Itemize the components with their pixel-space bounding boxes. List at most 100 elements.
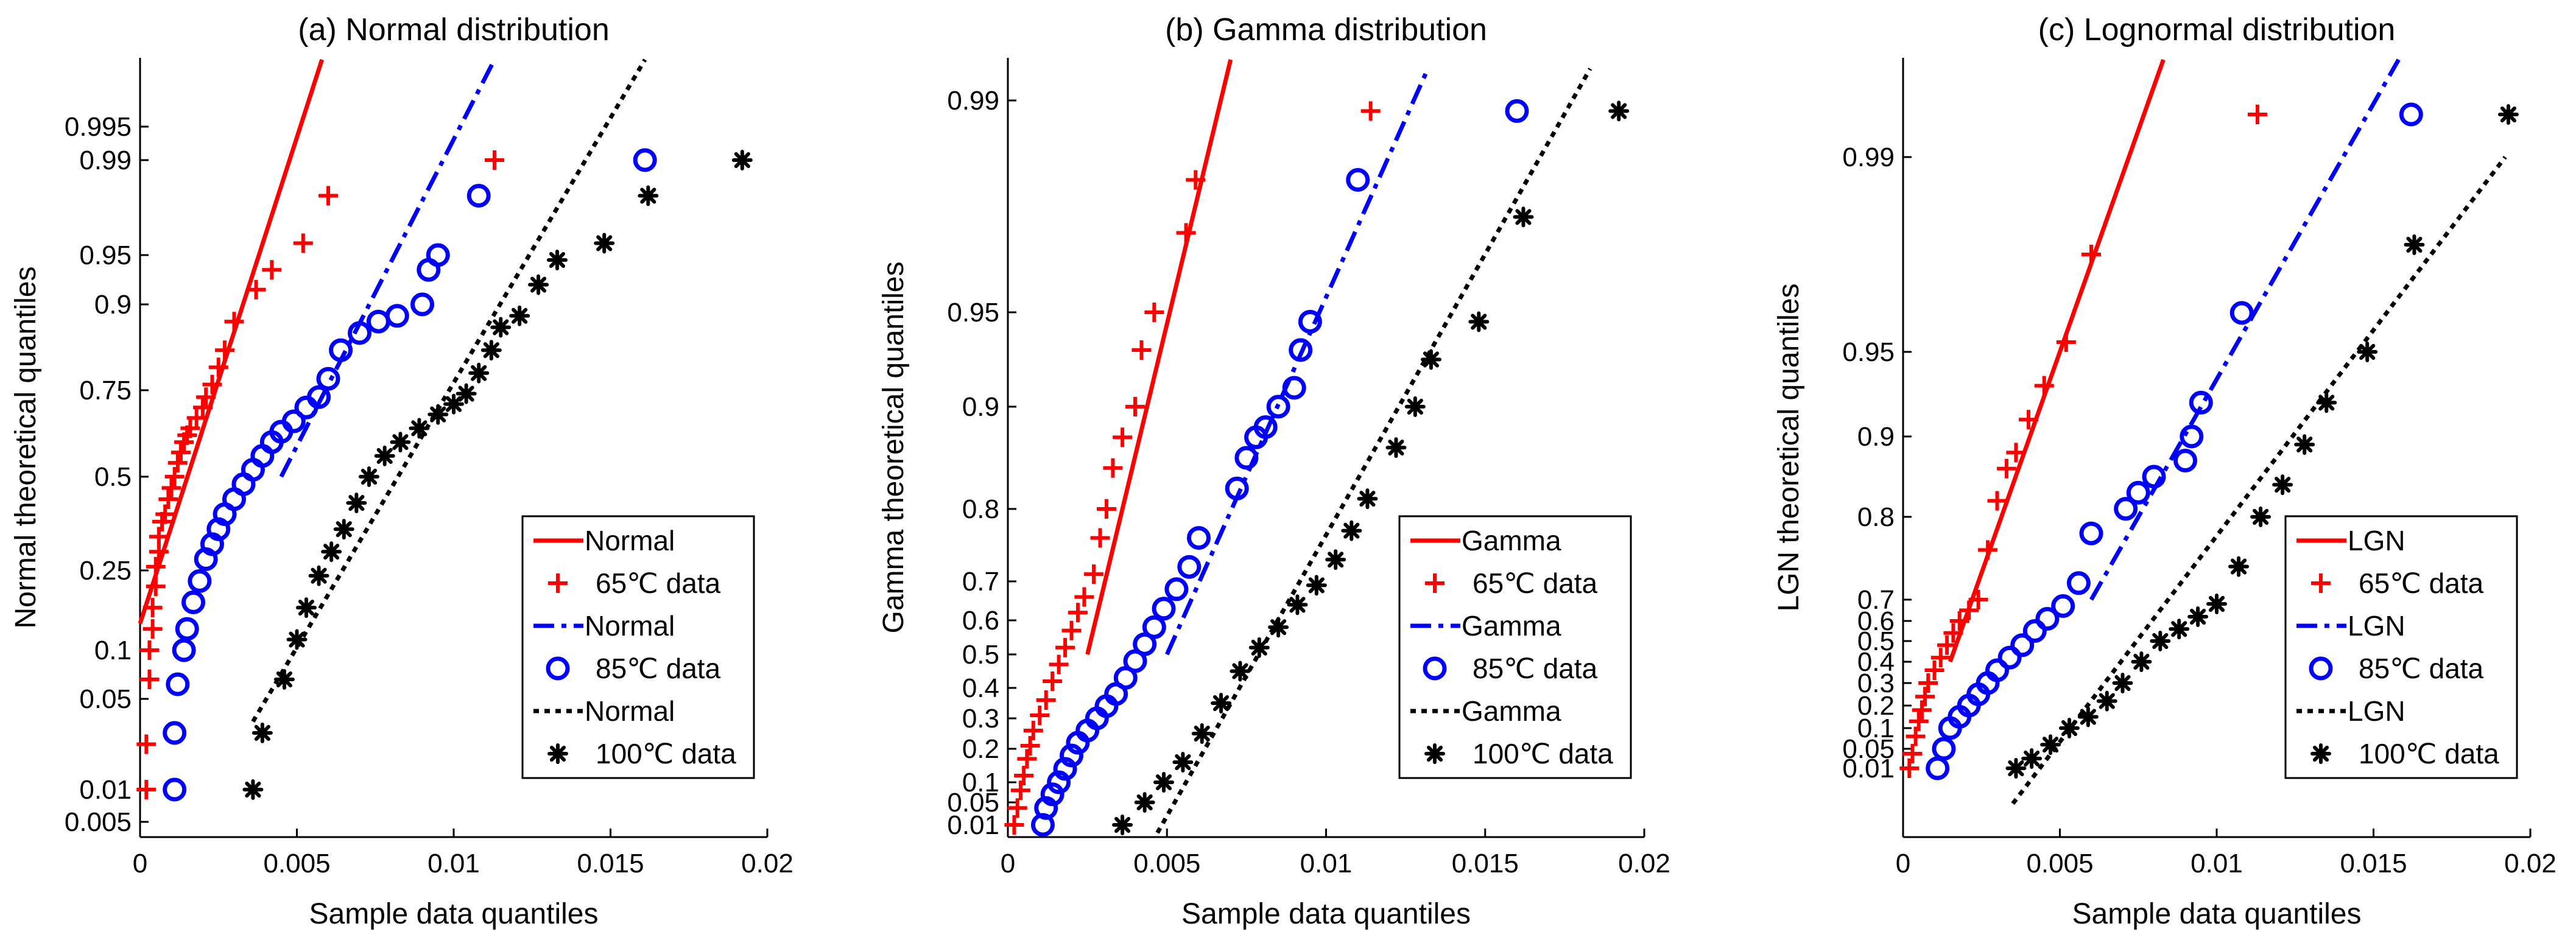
data-point-plus	[1902, 744, 1923, 763]
data-point-plus	[136, 734, 157, 754]
legend-marker-swatch-core	[554, 750, 561, 757]
data-point-circle	[172, 638, 196, 662]
data-point-plus	[1912, 700, 1932, 720]
legend-label: LGN	[2348, 525, 2405, 556]
x-axis-label: Sample data quantiles	[1181, 898, 1471, 930]
y-tick-label: 0.95	[947, 298, 999, 328]
data-point-circle	[633, 148, 657, 172]
data-point-asterisk-core	[365, 473, 373, 480]
data-point-plus	[1915, 687, 1935, 707]
data-point-plus	[224, 312, 244, 332]
y-tick-label: 0.7	[1857, 585, 1895, 615]
data-point-plus	[484, 150, 504, 170]
data-point-asterisk-core	[280, 676, 288, 683]
legend-label: 100℃ data	[1473, 738, 1613, 769]
y-tick-label: 0.8	[1857, 502, 1895, 532]
series-4-data-points	[163, 148, 657, 802]
y-tick-label: 0.01	[79, 775, 132, 805]
y-tick-label: 0.05	[79, 684, 132, 714]
y-tick-label: 0.05	[947, 788, 999, 818]
data-point-circle	[1932, 737, 1956, 761]
legend-item: Normal	[533, 695, 675, 727]
fit-line	[2089, 58, 2401, 601]
data-point-asterisk-core	[1332, 556, 1340, 564]
data-point-plus	[2006, 443, 2026, 463]
fit-line	[1165, 68, 1430, 656]
y-tick-label: 0.6	[1857, 606, 1895, 636]
data-point-plus	[161, 478, 181, 498]
y-tick-label: 0.99	[1842, 142, 1895, 172]
data-point-asterisk-core	[2363, 348, 2371, 356]
chart-title: (a) Normal distribution	[298, 12, 610, 47]
legend-item: 85℃ data	[546, 653, 721, 684]
chart-panel-2: 0 0.005 0.01 0.015 0.020.010.050.10.20.30.40…	[878, 12, 1670, 930]
y-tick-label: 0.5	[94, 462, 132, 492]
data-point-circle	[307, 385, 331, 409]
data-point-asterisk-core	[738, 156, 746, 164]
x-tick-label: 0	[133, 849, 147, 878]
data-point-circle	[1187, 526, 1211, 550]
data-point-asterisk-core	[1364, 495, 1371, 503]
y-tick-label: 0.9	[94, 290, 132, 320]
data-point-circle	[163, 721, 187, 745]
legend-box	[1398, 515, 1632, 779]
fit-line	[279, 58, 497, 478]
x-tick-label: 0.005	[2026, 849, 2093, 878]
data-point-plus	[1176, 223, 1196, 243]
legend-label: 85℃ data	[2359, 653, 2484, 684]
data-point-plus	[171, 443, 191, 463]
legend-item: 65℃ data	[2311, 567, 2484, 599]
data-point-plus	[202, 374, 222, 394]
data-point-plus	[149, 527, 169, 547]
data-point-plus	[186, 408, 206, 428]
data-point-plus	[1007, 798, 1027, 818]
data-point-plus	[1074, 587, 1094, 607]
data-point-plus	[146, 577, 166, 597]
x-tick-label: 0.01	[2191, 849, 2243, 878]
data-point-asterisk-core	[2301, 441, 2309, 449]
chart-title: (b) Gamma distribution	[1165, 12, 1487, 47]
fit-line	[1085, 59, 1233, 655]
y-tick-label: 0.8	[962, 494, 999, 524]
data-point-plus	[1909, 711, 1929, 731]
data-point-plus	[193, 398, 213, 418]
data-point-asterisk-core	[2323, 399, 2331, 407]
data-point-circle	[1282, 376, 1306, 400]
x-tick-label: 0	[1896, 849, 1910, 878]
data-point-circle	[1040, 782, 1065, 807]
data-point-asterisk-core	[2156, 637, 2164, 645]
x-tick-label: 0.01	[428, 849, 480, 878]
data-point-asterisk-core	[1519, 213, 1527, 221]
series-3-fit-line	[279, 58, 497, 478]
data-point-circle	[2035, 607, 2060, 631]
legend: Gamma 65℃ data Gamma 85℃ data Gamma 100℃ data	[1398, 515, 1632, 779]
data-point-circle	[166, 672, 190, 696]
y-tick-label: 0.01	[947, 810, 999, 840]
series-6-data-points	[1112, 100, 1630, 835]
data-point-plus	[1004, 815, 1024, 835]
y-tick-label: 0.2	[962, 734, 999, 764]
legend-item: 65℃ data	[548, 567, 721, 599]
y-tick-label: 0.99	[947, 86, 999, 116]
data-point-asterisk-core	[1217, 699, 1225, 707]
data-point-circle	[329, 338, 353, 362]
data-point-plus	[2056, 332, 2076, 352]
data-point-circle	[175, 617, 199, 641]
data-point-circle	[1164, 577, 1189, 601]
data-point-asterisk-core	[1179, 759, 1187, 766]
legend-label: LGN	[2348, 695, 2405, 727]
legend-marker-swatch-core	[1431, 750, 1438, 757]
data-point-asterisk-core	[2138, 658, 2145, 665]
series-5-fit-line	[1155, 68, 1592, 834]
data-point-plus	[155, 504, 175, 524]
data-point-circle	[385, 304, 409, 328]
data-point-circle	[1177, 555, 1202, 579]
data-point-plus	[1030, 706, 1050, 725]
legend: LGN 65℃ data LGN 85℃ data LGN 100℃ data	[2284, 515, 2518, 779]
data-point-circle	[2079, 521, 2103, 545]
data-point-plus	[1010, 780, 1030, 801]
data-point-asterisk-core	[434, 410, 442, 418]
data-point-plus	[1918, 673, 1938, 693]
data-point-circle	[2399, 102, 2423, 127]
data-point-circle	[1047, 770, 1071, 794]
